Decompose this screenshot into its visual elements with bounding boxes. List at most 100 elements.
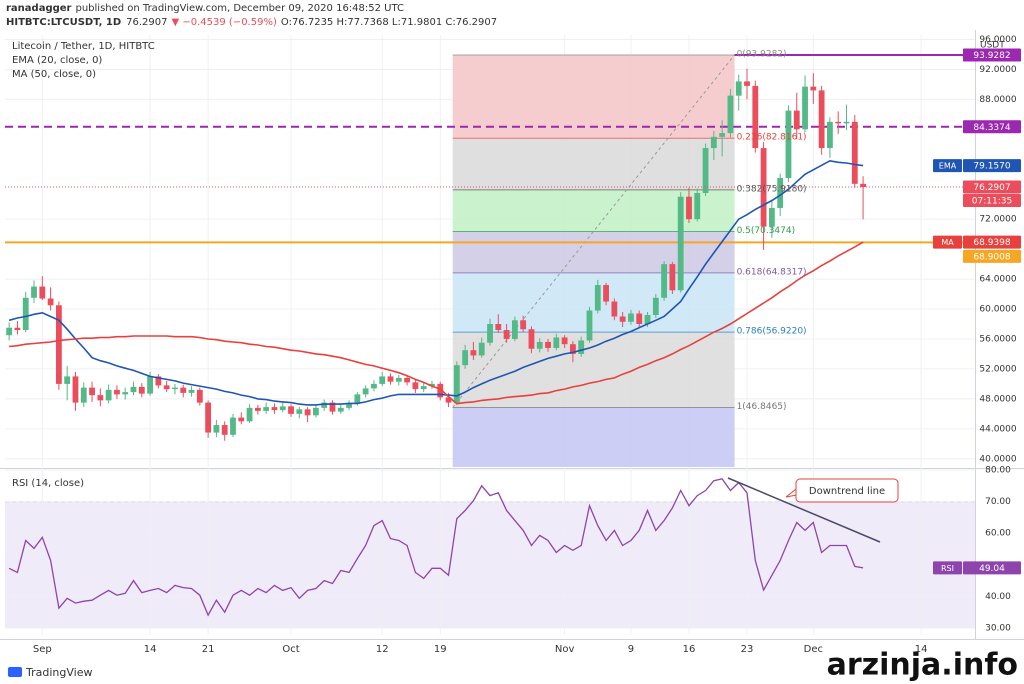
candle-body xyxy=(238,417,245,422)
y-tick-label: 88.0000 xyxy=(979,95,1016,105)
candle-body xyxy=(114,389,120,395)
fib-zone xyxy=(452,138,735,190)
countdown: 07:11:35 xyxy=(972,197,1012,207)
candle-body xyxy=(89,387,95,396)
fib-zone xyxy=(452,272,735,333)
ma-tag-bg xyxy=(933,235,962,249)
y-tick-label: 60.0000 xyxy=(979,305,1016,315)
rsi-line xyxy=(8,478,864,617)
rsi-flag: 49.04 xyxy=(979,564,1005,574)
candle-body xyxy=(329,402,336,412)
x-tick-label: Dec xyxy=(804,644,823,655)
ema-flag-bg xyxy=(963,159,1021,173)
indicator-line xyxy=(9,241,864,405)
candle-body xyxy=(404,377,410,383)
fib-zone xyxy=(452,407,735,467)
candle-body xyxy=(105,389,112,401)
candle-body xyxy=(661,264,668,298)
line-flag-bg xyxy=(963,120,1021,134)
candle-body xyxy=(495,323,502,330)
x-tick-label: 14 xyxy=(144,644,157,655)
footer-logo: TradingView xyxy=(8,666,92,679)
candle-body xyxy=(312,407,319,416)
candle-body xyxy=(578,340,585,354)
candle-body xyxy=(851,121,858,184)
front-layer: 40.0000 44.0000 48.0000 52.0000 56.0000 60.00… xyxy=(33,35,1021,655)
y-tick-label: 52.0000 xyxy=(979,364,1016,374)
candle-body xyxy=(835,121,842,124)
candle-body xyxy=(254,407,261,411)
candle-body xyxy=(31,286,37,298)
candle-body xyxy=(412,382,419,390)
candle-body xyxy=(354,394,361,404)
candle-body xyxy=(188,389,195,393)
fib-zone xyxy=(452,231,735,273)
fib-label: 0.236(82.8161) xyxy=(737,133,807,143)
candle-body xyxy=(487,323,493,343)
candle-body xyxy=(379,376,386,384)
candle-body xyxy=(14,327,21,330)
candle-body xyxy=(147,376,153,394)
candle-body xyxy=(55,305,62,384)
fib-label: 0.618(64.8317) xyxy=(737,267,807,277)
candle-body xyxy=(860,183,866,188)
ema-flag: 79.1570 xyxy=(973,162,1010,172)
candle-body xyxy=(694,192,701,220)
rsi-tag-bg xyxy=(933,561,962,575)
axis-unit: USDT xyxy=(980,41,1005,51)
x-tick-label: 19 xyxy=(434,644,447,655)
y-tick-label: 40.0000 xyxy=(979,454,1016,464)
price-change: ▼ −0.4539 (−0.59%) xyxy=(172,17,277,28)
callout-text: Downtrend line xyxy=(809,486,885,497)
fib-label: 0.786(56.9220) xyxy=(737,327,807,337)
candle-body xyxy=(6,327,13,336)
ma-flag: 68.9398 xyxy=(973,238,1010,248)
candle-body xyxy=(561,337,568,345)
x-tick-label: 12 xyxy=(376,644,389,655)
candle-body xyxy=(520,320,527,330)
candle-body xyxy=(503,329,510,339)
y-tick-label: 30.00 xyxy=(985,624,1011,634)
y-tick-label: 70.00 xyxy=(985,497,1011,507)
candle-body xyxy=(138,386,145,394)
close-flag-bg xyxy=(963,180,1021,194)
fib-label: 0.382(75.9180) xyxy=(737,184,807,194)
main-layer xyxy=(5,54,975,617)
chart-title: Litecoin / Tether, 1D, HITBTC xyxy=(12,41,155,52)
ema-tag: EMA xyxy=(939,162,957,171)
candle-body xyxy=(536,341,543,349)
candle-body xyxy=(545,341,551,348)
candle-body xyxy=(72,376,79,403)
candle-body xyxy=(163,385,170,390)
x-tick-label: 16 xyxy=(683,644,696,655)
candle-body xyxy=(420,386,427,390)
candle-body xyxy=(570,344,576,354)
candle-body xyxy=(619,316,626,322)
brand: TradingView xyxy=(25,666,92,679)
candle-body xyxy=(130,386,137,393)
candle-body xyxy=(371,383,377,389)
line-flag-bg xyxy=(963,249,1021,263)
candle-body xyxy=(304,409,311,416)
symbol-line: HITBTC:LTCUSDT, 1D 76.2907 ▼ −0.4539 (−0.5… xyxy=(6,17,497,28)
fib-zone xyxy=(452,332,735,408)
candle-body xyxy=(271,407,278,411)
candle-body xyxy=(205,402,212,433)
y-tick-label: 96.0000 xyxy=(979,35,1016,45)
published: published on TradingView.com, December 0… xyxy=(75,3,404,14)
y-tick-label: 64.0000 xyxy=(979,275,1016,285)
candle-body xyxy=(644,315,651,324)
x-tick-label: Sep xyxy=(33,644,52,655)
candle-body xyxy=(246,407,253,422)
candle-body xyxy=(80,387,87,403)
back-layer xyxy=(0,30,1024,640)
candle-body xyxy=(180,387,187,393)
downtrend-line xyxy=(727,477,881,543)
candle-body xyxy=(64,376,71,384)
y-tick-label: 80.00 xyxy=(985,466,1011,476)
line-flag: 68.9008 xyxy=(973,252,1010,262)
candle-body xyxy=(213,425,220,433)
candle-body xyxy=(39,286,46,299)
candle-body xyxy=(785,110,792,179)
candle-body xyxy=(321,402,328,408)
